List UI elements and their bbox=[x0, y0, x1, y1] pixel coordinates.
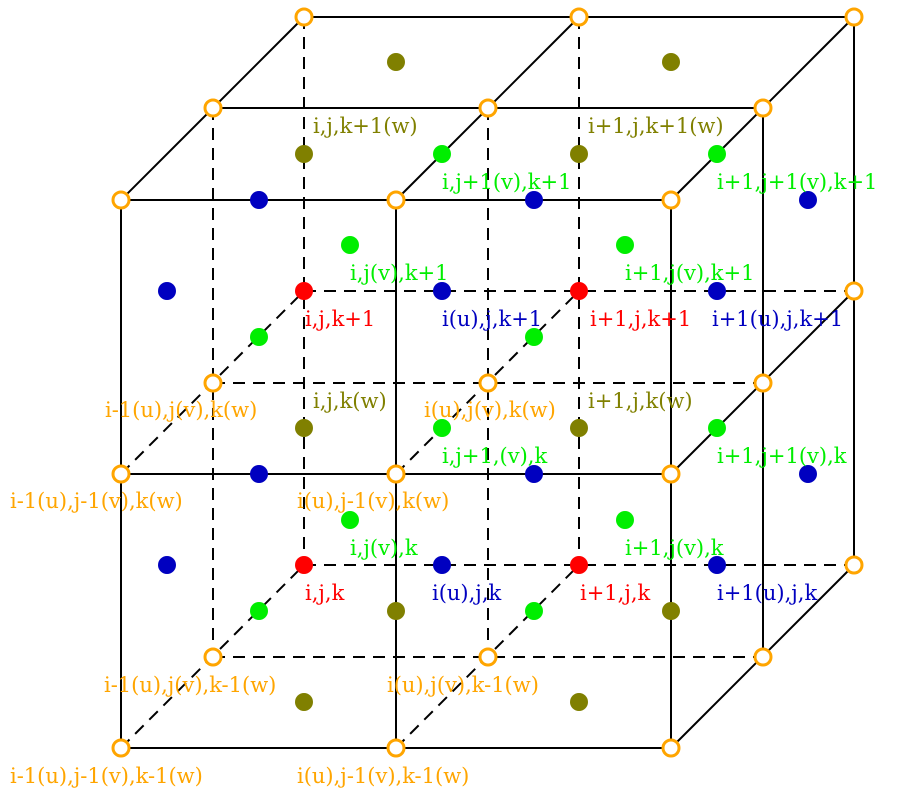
grid-node-label: i-1(u),j-1(v),k(w) bbox=[10, 489, 183, 513]
u-face-dot bbox=[158, 282, 176, 300]
v-face-dot bbox=[708, 145, 726, 163]
v-face-dot bbox=[616, 511, 634, 529]
cell-center-dot bbox=[570, 556, 588, 574]
cell-center-label: i+1,j,k bbox=[580, 581, 651, 605]
u-label: i+1(u),j,k bbox=[717, 581, 817, 605]
w-label: i+1,j,k+1(w) bbox=[588, 114, 724, 138]
v-label: i,j+1,(v),k bbox=[442, 444, 547, 468]
u-face-dot bbox=[250, 465, 268, 483]
v-face-dots bbox=[250, 145, 726, 620]
w-face-dot bbox=[570, 145, 588, 163]
grid-node bbox=[203, 373, 223, 393]
w-face-dot bbox=[295, 419, 313, 437]
v-label: i+1,j(v),k bbox=[625, 536, 724, 560]
u-face-dot bbox=[250, 191, 268, 209]
grid-node bbox=[753, 647, 773, 667]
cell-center-label: i,j,k bbox=[305, 581, 345, 605]
v-label: i+1,j+1(v),k bbox=[717, 444, 847, 468]
u-face-dot bbox=[799, 465, 817, 483]
grid-node-label: i-1(u),j(v),k(w) bbox=[105, 398, 257, 422]
u-face-dot bbox=[433, 556, 451, 574]
grid-node bbox=[661, 464, 681, 484]
w-face-dot bbox=[387, 53, 405, 71]
w-face-dot bbox=[662, 53, 680, 71]
grid-node bbox=[386, 738, 406, 758]
grid-node bbox=[294, 7, 314, 27]
grid-node bbox=[753, 373, 773, 393]
v-label: i,j+1(v),k+1 bbox=[442, 170, 571, 194]
grid-node-label: i(u),j(v),k(w) bbox=[424, 398, 556, 422]
grid-node-label: i-1(u),j-1(v),k-1(w) bbox=[10, 764, 203, 788]
grid-node-label: i(u),j(v),k-1(w) bbox=[387, 673, 539, 697]
grid-node bbox=[111, 738, 131, 758]
grid-node bbox=[661, 738, 681, 758]
w-face-dot bbox=[570, 693, 588, 711]
grid-node-label: i-1(u),j(v),k-1(w) bbox=[104, 673, 276, 697]
grid-node bbox=[844, 281, 864, 301]
v-label: i,j(v),k bbox=[350, 536, 418, 560]
v-face-dot bbox=[616, 236, 634, 254]
u-face-dot bbox=[708, 282, 726, 300]
v-face-dot bbox=[341, 511, 359, 529]
grid-node bbox=[478, 647, 498, 667]
u-face-dot bbox=[433, 282, 451, 300]
w-face-dot bbox=[570, 419, 588, 437]
grid-node bbox=[111, 464, 131, 484]
grid-node bbox=[478, 373, 498, 393]
grid-node bbox=[478, 98, 498, 118]
cell-center-label: i+1,j,k+1 bbox=[590, 307, 691, 331]
w-face-dot bbox=[295, 693, 313, 711]
grid-node bbox=[844, 555, 864, 575]
w-face-dot bbox=[387, 602, 405, 620]
u-face-dot bbox=[525, 191, 543, 209]
v-label: i+1,j(v),k+1 bbox=[625, 261, 754, 285]
w-face-dot bbox=[662, 602, 680, 620]
grid-node bbox=[753, 98, 773, 118]
cell-center-dots bbox=[295, 282, 588, 574]
v-label: i+1,j+1(v),k+1 bbox=[717, 170, 877, 194]
cell-center-dot bbox=[295, 282, 313, 300]
u-face-dot bbox=[799, 191, 817, 209]
v-face-dot bbox=[525, 328, 543, 346]
u-face-dot bbox=[708, 556, 726, 574]
grid-node bbox=[661, 190, 681, 210]
grid-node bbox=[111, 190, 131, 210]
grid-node bbox=[569, 7, 589, 27]
v-face-dot bbox=[250, 602, 268, 620]
cell-center-dot bbox=[295, 556, 313, 574]
u-face-dot bbox=[525, 465, 543, 483]
grid-node bbox=[386, 190, 406, 210]
grid-node bbox=[386, 464, 406, 484]
u-label: i+1(u),j,k+1 bbox=[712, 307, 843, 331]
w-label: i,j,k+1(w) bbox=[313, 114, 418, 138]
u-face-dots bbox=[158, 191, 817, 574]
grid-node-circles bbox=[111, 7, 864, 758]
cell-center-label: i,j,k+1 bbox=[305, 307, 375, 331]
w-label: i+1,j,k(w) bbox=[588, 389, 693, 413]
u-face-dot bbox=[158, 556, 176, 574]
v-face-dot bbox=[341, 236, 359, 254]
w-face-dot bbox=[295, 145, 313, 163]
w-face-dots bbox=[295, 53, 680, 711]
v-label: i,j(v),k+1 bbox=[350, 261, 449, 285]
cell-center-dot bbox=[570, 282, 588, 300]
v-face-dot bbox=[433, 419, 451, 437]
v-face-dot bbox=[525, 602, 543, 620]
u-label: i(u),j,k+1 bbox=[442, 307, 542, 331]
grid-node bbox=[203, 98, 223, 118]
grid-node-label: i(u),j-1(v),k(w) bbox=[297, 489, 449, 513]
grid-node-label: i(u),j-1(v),k-1(w) bbox=[297, 764, 469, 788]
v-face-dot bbox=[708, 419, 726, 437]
w-label: i,j,k(w) bbox=[313, 389, 387, 413]
grid-node bbox=[203, 647, 223, 667]
u-label: i(u),j,k bbox=[432, 581, 501, 605]
v-face-dot bbox=[433, 145, 451, 163]
grid-node bbox=[844, 7, 864, 27]
v-face-dot bbox=[250, 328, 268, 346]
